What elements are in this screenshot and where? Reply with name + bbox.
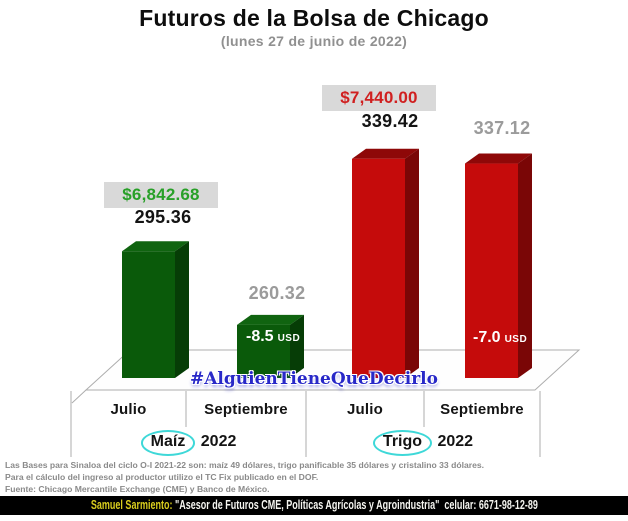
value-label-maiz-septiembre: 260.32 <box>248 283 306 303</box>
footnote-line-3: Fuente: Chicago Mercantile Exchange (CME… <box>5 484 270 494</box>
on-bar-note-maiz-septiembre: -8.5 USD <box>246 328 300 346</box>
bar-maiz-septiembre-top <box>237 314 304 325</box>
axis-label-maiz-septiembre: Septiembre <box>204 401 288 418</box>
axis-label-trigo-julio: Julio <box>346 401 383 418</box>
value-label-trigo-septiembre: 337.12 <box>473 118 531 138</box>
axis-label-maiz-julio: Julio <box>110 401 147 418</box>
axis-label-trigo-septiembre: Septiembre <box>440 401 524 418</box>
watermark: #AlguienTieneQueDecirlo <box>190 369 438 389</box>
note-value: -8.5 <box>246 328 274 345</box>
chart-subtitle: (lunes 27 de junio de 2022) <box>220 33 408 49</box>
bar-trigo-julio-side <box>405 148 419 378</box>
footnote-line-1: Las Bases para Sinaloa del ciclo O-I 202… <box>5 460 485 470</box>
note-unit: USD <box>504 334 528 345</box>
bar-maiz-septiembre-side <box>290 314 304 378</box>
price-label-maiz-julio: $6,842.68 <box>104 182 218 208</box>
group-year: 2022 <box>200 433 237 450</box>
note-unit: USD <box>277 333 301 344</box>
bar-maiz-septiembre-front <box>237 324 290 378</box>
group-label-maiz: Maíz 2022 <box>71 430 306 456</box>
footer-description: "Asesor de Futuros CME, Políticas Agríco… <box>174 498 538 512</box>
floor-edge-extension <box>71 389 87 404</box>
value-label-trigo-julio: 339.42 <box>361 111 419 131</box>
footnotes: Las Bases para Sinaloa del ciclo O-I 202… <box>5 459 484 495</box>
bar-maiz-julio-side <box>175 241 189 378</box>
bar-maiz-julio-top <box>122 241 189 252</box>
price-label-trigo-julio: $7,440.00 <box>322 85 436 111</box>
bar-maiz-julio-front <box>122 251 175 378</box>
trigo-circle-annotation: Trigo <box>372 430 433 456</box>
bar-trigo-septiembre-front <box>465 163 518 378</box>
chart-title: Futuros de la Bolsa de Chicago <box>139 5 489 31</box>
chart-floor <box>84 349 581 391</box>
footer-author: Samuel Sarmiento: <box>90 498 173 512</box>
bar-trigo-julio-top <box>352 148 419 159</box>
note-value: -7.0 <box>473 329 501 346</box>
on-bar-note-trigo-septiembre: -7.0 USD <box>473 329 527 347</box>
bar-trigo-septiembre-top <box>465 153 532 164</box>
group-label-trigo: Trigo 2022 <box>306 430 540 456</box>
footnote-line-2: Para el cálculo del ingreso al productor… <box>5 472 319 482</box>
maiz-circle-annotation: Maíz <box>140 430 196 456</box>
value-label-maiz-julio: 295.36 <box>134 207 192 227</box>
footer-text: Samuel Sarmiento: "Asesor de Futuros CME… <box>90 496 537 515</box>
group-year: 2022 <box>437 433 474 450</box>
bar-trigo-septiembre-side <box>518 153 532 378</box>
footer-banner: Samuel Sarmiento: "Asesor de Futuros CME… <box>0 496 628 515</box>
bar-trigo-julio-front <box>352 158 405 378</box>
